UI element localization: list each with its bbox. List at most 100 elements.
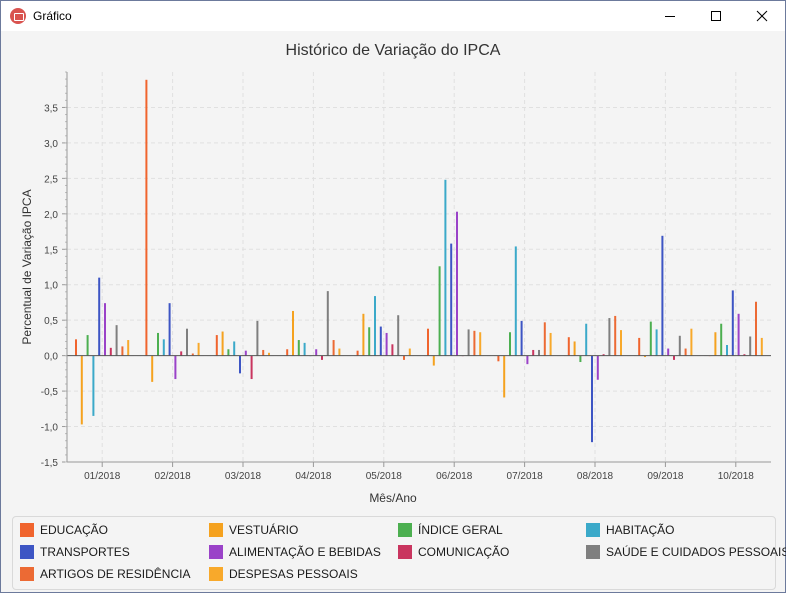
- legend-swatch: [398, 545, 412, 559]
- legend-item: HABITAÇÃO: [586, 521, 674, 539]
- legend-item: DESPESAS PESSOAIS: [209, 565, 358, 583]
- bar: [80, 355, 83, 425]
- bar: [673, 355, 675, 360]
- bar: [292, 310, 294, 356]
- bar: [326, 291, 329, 356]
- bar: [456, 211, 458, 356]
- legend-item: ÍNDICE GERAL: [398, 521, 503, 539]
- bar: [227, 349, 230, 356]
- bar: [75, 339, 77, 356]
- legend-item: COMUNICAÇÃO: [398, 543, 509, 561]
- legend-swatch: [20, 545, 34, 559]
- bar: [667, 348, 670, 356]
- bar: [473, 330, 476, 356]
- bar: [186, 328, 188, 356]
- bar: [221, 331, 224, 356]
- bar: [115, 325, 118, 356]
- bar: [215, 335, 218, 356]
- bar: [168, 303, 171, 356]
- bar: [514, 246, 517, 356]
- bar: [256, 320, 259, 356]
- close-button[interactable]: [739, 1, 785, 31]
- bar: [368, 327, 371, 356]
- bar: [379, 326, 382, 356]
- window-title: Gráfico: [33, 9, 72, 23]
- bar: [145, 79, 148, 356]
- bar: [233, 341, 236, 356]
- legend-swatch: [586, 545, 600, 559]
- bar: [509, 332, 511, 356]
- legend-label: VESTUÁRIO: [229, 523, 299, 537]
- bar: [608, 318, 611, 356]
- y-tick-label: -1,0: [41, 423, 59, 434]
- bar: [596, 355, 599, 380]
- legend-item: EDUCAÇÃO: [20, 521, 108, 539]
- x-tick-label: 07/2018: [507, 471, 544, 482]
- bar: [731, 290, 734, 356]
- legend-swatch: [586, 523, 600, 537]
- x-tick-label: 03/2018: [225, 471, 262, 482]
- y-axis-label: Percentual de Variação IPCA: [20, 189, 34, 344]
- y-tick-label: 1,5: [44, 245, 58, 256]
- y-tick-label: 3,5: [44, 103, 58, 114]
- bar: [678, 335, 681, 356]
- legend-label: COMUNICAÇÃO: [418, 545, 510, 559]
- legend-item: ARTIGOS DE RESIDÊNCIA: [20, 565, 190, 583]
- x-tick-label: 05/2018: [366, 471, 403, 482]
- bar: [262, 349, 265, 356]
- bar: [397, 315, 400, 356]
- bar: [157, 332, 159, 356]
- bar: [638, 337, 641, 356]
- legend-label: ÍNDICE GERAL: [418, 523, 503, 537]
- bar: [543, 322, 546, 356]
- bar: [121, 346, 124, 356]
- axes: -1,5 -1,0 -0,5 0,0 0,5 1,0 1,5 2,0 2,5 3,0 3,5 01/2…: [41, 71, 771, 482]
- bar: [720, 323, 723, 356]
- legend-label: HABITAÇÃO: [606, 523, 675, 537]
- x-tick-label: 02/2018: [155, 471, 192, 482]
- legend-swatch: [398, 523, 412, 537]
- chart-area: Histórico de Variação do IPCA -1,5 -1,0 -0…: [1, 32, 785, 592]
- maximize-button[interactable]: [693, 1, 739, 31]
- minimize-button[interactable]: [647, 1, 693, 31]
- legend-item: TRANSPORTES: [20, 543, 130, 561]
- bar: [743, 354, 746, 356]
- bar: [444, 179, 447, 356]
- maximize-icon: [711, 11, 721, 21]
- bar: [250, 355, 253, 380]
- bar: [286, 349, 289, 356]
- y-tick-label: 2,5: [44, 174, 58, 185]
- bar: [585, 323, 588, 356]
- bars: [75, 79, 763, 443]
- bar: [338, 348, 341, 356]
- bar: [109, 347, 112, 356]
- legend-label: ALIMENTAÇÃO E BEBIDAS: [229, 545, 381, 559]
- bar: [321, 355, 323, 360]
- bar: [174, 355, 177, 380]
- bar: [98, 277, 101, 356]
- legend-swatch: [209, 567, 223, 581]
- bar: [127, 340, 130, 356]
- bar: [374, 296, 376, 356]
- bar: [385, 332, 388, 356]
- bar: [760, 337, 763, 356]
- bar: [755, 301, 757, 356]
- bar: [427, 328, 429, 356]
- bar: [104, 303, 106, 356]
- bar: [573, 341, 576, 356]
- bar: [244, 350, 247, 356]
- bar: [579, 355, 582, 363]
- bar: [737, 313, 740, 356]
- legend-item: VESTUÁRIO: [209, 521, 298, 539]
- bar: [690, 328, 693, 356]
- bar: [749, 336, 752, 356]
- legend-label: DESPESAS PESSOAIS: [229, 567, 358, 581]
- bar: [403, 355, 405, 360]
- x-tick-label: 01/2018: [84, 471, 121, 482]
- bar: [180, 351, 183, 356]
- bar: [567, 337, 570, 356]
- title-bar[interactable]: Gráfico: [1, 1, 785, 31]
- bar: [591, 355, 593, 443]
- bar: [362, 313, 365, 356]
